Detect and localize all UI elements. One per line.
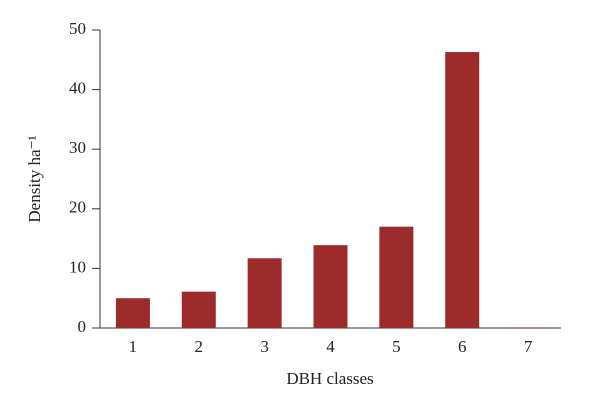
y-tick-label: 20 [69, 198, 86, 217]
x-tick-label: 5 [392, 337, 401, 356]
y-tick-label: 50 [69, 19, 86, 38]
y-tick-label: 0 [78, 317, 87, 336]
bar [511, 327, 546, 328]
x-tick-label: 1 [129, 337, 138, 356]
bar [181, 291, 216, 328]
x-axis-label: DBH classes [286, 369, 373, 388]
y-tick-label: 30 [69, 138, 86, 157]
bar [445, 52, 480, 328]
bar [379, 226, 414, 328]
x-tick-label: 7 [524, 337, 533, 356]
x-tick-label: 2 [195, 337, 204, 356]
y-tick-label: 40 [69, 79, 86, 98]
bar [313, 245, 348, 328]
x-tick-label: 4 [326, 337, 335, 356]
y-axis-label: Density ha⁻¹ [25, 135, 44, 222]
x-tick-label: 3 [260, 337, 269, 356]
y-tick-label: 10 [69, 257, 86, 276]
bar [247, 258, 282, 328]
x-tick-label: 6 [458, 337, 467, 356]
bar [115, 298, 150, 328]
